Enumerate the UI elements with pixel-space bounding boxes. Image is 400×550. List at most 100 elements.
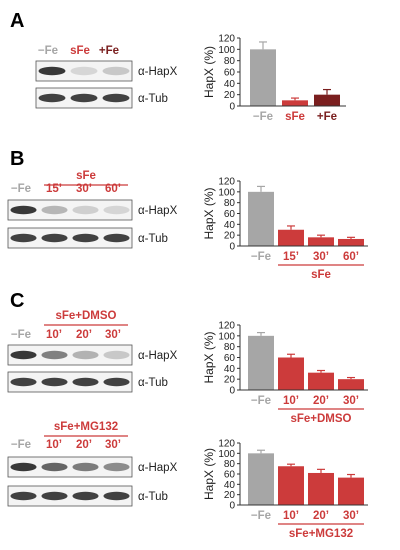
tub-band xyxy=(41,377,68,387)
hapx-blot-strip xyxy=(7,344,133,366)
western-blot-4: −Fe 10’ 20’ 30’ sFe+MG132 α-HapX α-Tub xyxy=(7,421,178,507)
lane-label: 30’ xyxy=(76,183,92,195)
y-axis-label: HapX (%) xyxy=(202,331,216,383)
hapx-band xyxy=(38,66,66,76)
y-tick-label: 20 xyxy=(224,231,236,242)
hapx-band xyxy=(10,205,37,215)
tub-band xyxy=(10,233,37,243)
y-tick-label: 80 xyxy=(224,459,236,470)
lane-label: +Fe xyxy=(99,45,119,57)
x-tick-label: −Fe xyxy=(251,395,271,407)
y-axis-label: HapX (%) xyxy=(202,46,216,98)
hapx-band xyxy=(41,205,68,215)
tub-band xyxy=(41,233,68,243)
bar xyxy=(338,379,364,390)
y-tick-label: 80 xyxy=(224,56,236,67)
hapx-label: α-HapX xyxy=(138,462,178,474)
hapx-band xyxy=(41,462,68,472)
y-tick-label: 40 xyxy=(224,79,236,90)
hapx-band xyxy=(72,205,99,215)
x-tick-label: 30’ xyxy=(343,510,359,522)
y-tick-label: 120 xyxy=(218,321,235,332)
x-group-label: sFe xyxy=(311,269,331,281)
panel-letter-a: A xyxy=(10,10,25,32)
y-tick-label: 20 xyxy=(224,90,236,101)
hapx-label: α-HapX xyxy=(138,66,178,78)
hapx-band xyxy=(103,350,130,360)
western-blot-1: −Fe sFe +Fe α-HapX α-Tub xyxy=(35,45,178,109)
lane-label: 10’ xyxy=(46,329,62,341)
bar xyxy=(308,472,334,505)
y-tick-label: 60 xyxy=(224,209,236,220)
tub-blot-strip xyxy=(7,485,133,507)
tub-band xyxy=(72,233,99,243)
hapx-blot-strip xyxy=(7,199,133,221)
hapx-band xyxy=(10,462,37,472)
bar xyxy=(278,357,304,390)
lane-label: 60’ xyxy=(105,183,121,195)
bar xyxy=(308,237,334,246)
bar xyxy=(282,100,308,106)
hapx-band xyxy=(72,350,99,360)
lane-label: −Fe xyxy=(11,439,31,451)
x-tick-label: 20’ xyxy=(313,510,329,522)
y-tick-label: 60 xyxy=(224,68,236,79)
western-blot-3: −Fe 10’ 20’ 30’ sFe+DMSO α-HapX α-Tub xyxy=(7,310,178,393)
y-tick-label: 20 xyxy=(224,375,236,386)
y-tick-label: 40 xyxy=(224,364,236,375)
lane-label: sFe xyxy=(70,45,90,57)
y-tick-label: 100 xyxy=(218,187,235,198)
tub-blot-strip xyxy=(7,371,133,393)
western-blot-2: −Fe 15’ 30’ 60’ sFe α-HapX α-Tub xyxy=(7,170,178,249)
y-tick-label: 120 xyxy=(218,177,235,188)
y-tick-label: 0 xyxy=(229,242,235,253)
tub-label: α-Tub xyxy=(138,491,168,503)
tub-label: α-Tub xyxy=(138,233,168,245)
x-tick-label: 10’ xyxy=(283,510,299,522)
bar xyxy=(338,238,364,246)
y-tick-label: 120 xyxy=(218,439,235,450)
y-tick-label: 120 xyxy=(218,34,235,45)
lane-label: 10’ xyxy=(46,439,62,451)
tub-band xyxy=(72,377,99,387)
y-tick-label: 80 xyxy=(224,342,236,353)
x-tick-label: sFe xyxy=(285,111,305,123)
tub-band xyxy=(72,491,99,501)
tub-band xyxy=(70,93,98,103)
tub-band xyxy=(41,491,68,501)
bar xyxy=(308,372,334,390)
lane-label: −Fe xyxy=(38,45,58,57)
y-tick-label: 0 xyxy=(229,501,235,512)
bar xyxy=(248,453,274,505)
y-tick-label: 40 xyxy=(224,480,236,491)
lane-label: 20’ xyxy=(76,329,92,341)
tub-band xyxy=(103,233,130,243)
bar xyxy=(278,466,304,505)
tub-label: α-Tub xyxy=(138,93,168,105)
lane-label: 30’ xyxy=(105,329,121,341)
y-tick-label: 60 xyxy=(224,353,236,364)
tub-label: α-Tub xyxy=(138,377,168,389)
tub-band xyxy=(102,93,130,103)
y-tick-label: 100 xyxy=(218,45,235,56)
panel-letter-b: B xyxy=(10,148,25,170)
hapx-label: α-HapX xyxy=(138,350,178,362)
panel-letter-c: C xyxy=(10,290,25,312)
y-tick-label: 0 xyxy=(229,386,235,397)
tub-band xyxy=(10,491,37,501)
bar xyxy=(248,191,274,246)
y-tick-label: 20 xyxy=(224,490,236,501)
blot-group-label: sFe+DMSO xyxy=(55,310,116,322)
lane-label: −Fe xyxy=(11,183,31,195)
y-tick-label: 40 xyxy=(224,220,236,231)
hapx-band xyxy=(102,66,130,76)
y-tick-label: 0 xyxy=(229,102,235,113)
lane-label: 20’ xyxy=(76,439,92,451)
y-tick-label: 60 xyxy=(224,470,236,481)
lane-label: 30’ xyxy=(105,439,121,451)
